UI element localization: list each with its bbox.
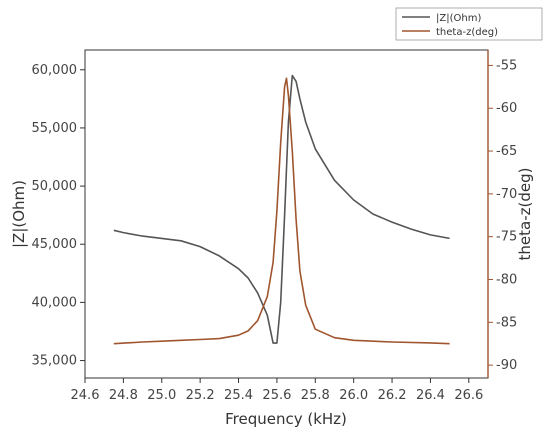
y1-tick-label: 50,000 bbox=[32, 179, 78, 194]
y2-tick-label: -60 bbox=[496, 101, 517, 116]
y2-tick-label: -75 bbox=[496, 230, 517, 245]
plot-area bbox=[84, 49, 489, 379]
y2-tick-label: -90 bbox=[496, 358, 517, 373]
impedance-series-line bbox=[113, 74, 450, 344]
x-tick-label: 26.0 bbox=[339, 388, 368, 403]
series-layer bbox=[113, 74, 450, 345]
x-tick-label: 26.4 bbox=[416, 388, 445, 403]
x-tick-label: 25.6 bbox=[262, 388, 291, 403]
x-tick-label: 25.8 bbox=[301, 388, 330, 403]
phase-series-line bbox=[113, 77, 450, 345]
x-tick-label: 25.4 bbox=[224, 388, 253, 403]
left-axis-ticks: 35,000 40,000 45,000 50,000 55,000 60,000 bbox=[32, 63, 85, 369]
y2-tick-label: -85 bbox=[496, 315, 517, 330]
left-axis-title: |Z|(Ohm) bbox=[10, 180, 28, 248]
x-axis-title: Frequency (kHz) bbox=[225, 410, 347, 428]
x-tick-label: 24.6 bbox=[71, 388, 100, 403]
y2-tick-label: -70 bbox=[496, 187, 517, 202]
y2-tick-label: -55 bbox=[496, 58, 517, 73]
x-tick-label: 25.2 bbox=[186, 388, 215, 403]
y2-tick-label: -65 bbox=[496, 144, 517, 159]
y1-tick-label: 35,000 bbox=[32, 354, 78, 369]
y2-tick-label: -80 bbox=[496, 273, 517, 288]
y1-tick-label: 45,000 bbox=[32, 237, 78, 252]
x-tick-label: 24.8 bbox=[109, 388, 138, 403]
x-tick-label: 26.6 bbox=[454, 388, 483, 403]
x-tick-label: 25.0 bbox=[147, 388, 176, 403]
legend-label-phase: theta-z(deg) bbox=[436, 27, 498, 38]
y1-tick-label: 55,000 bbox=[32, 121, 78, 136]
legend-box bbox=[395, 7, 543, 41]
y1-tick-label: 60,000 bbox=[32, 63, 78, 78]
right-axis-title: theta-z(deg) bbox=[516, 168, 534, 261]
legend-label-impedance: |Z|(Ohm) bbox=[436, 13, 481, 24]
x-tick-label: 26.2 bbox=[378, 388, 407, 403]
y1-tick-label: 40,000 bbox=[32, 295, 78, 310]
x-axis-ticks: 24.6 24.8 25.0 25.2 25.4 25.6 25.8 26.0 26.2 26.4… bbox=[71, 378, 483, 403]
legend: |Z|(Ohm) theta-z(deg) bbox=[395, 7, 543, 41]
right-axis-ticks: -55 -60 -65 -70 -75 -80 -85 -90 bbox=[488, 58, 517, 373]
